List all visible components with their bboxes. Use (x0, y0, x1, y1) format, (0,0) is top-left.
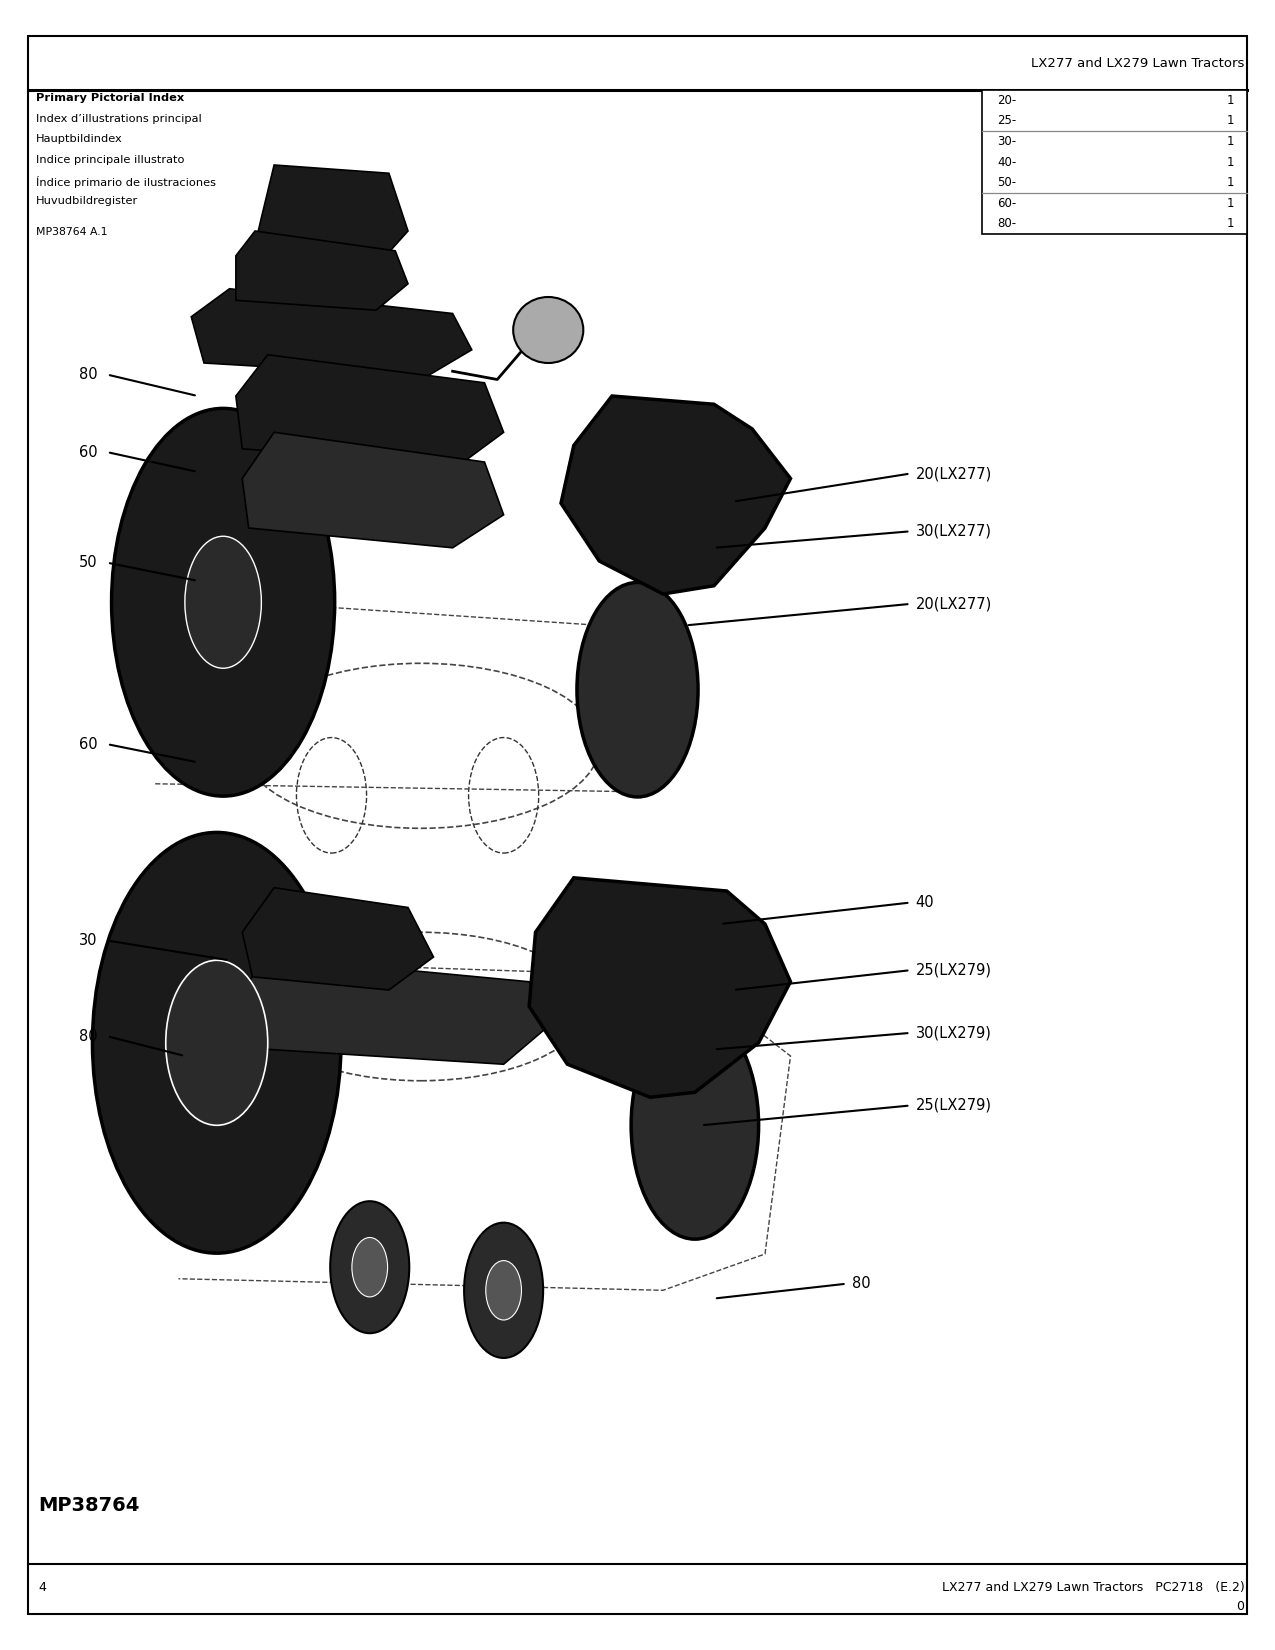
Text: 60: 60 (79, 736, 98, 752)
Ellipse shape (352, 1238, 388, 1297)
Ellipse shape (185, 536, 261, 668)
Ellipse shape (486, 1261, 521, 1320)
Text: 30(LX277): 30(LX277) (915, 523, 992, 540)
Ellipse shape (464, 1223, 543, 1358)
Text: 60-: 60- (997, 196, 1016, 210)
Text: 50: 50 (79, 554, 98, 571)
Ellipse shape (631, 1011, 759, 1239)
Text: 25-: 25- (997, 114, 1016, 127)
Text: LX277 and LX279 Lawn Tractors: LX277 and LX279 Lawn Tractors (1031, 58, 1244, 69)
Polygon shape (236, 355, 504, 465)
Text: 1: 1 (1227, 94, 1234, 107)
Text: 1: 1 (1227, 196, 1234, 210)
Text: 60: 60 (79, 444, 98, 460)
Text: 40: 40 (915, 894, 935, 911)
Text: Hauptbildindex: Hauptbildindex (36, 135, 122, 145)
Text: MP38764: MP38764 (38, 1495, 140, 1515)
Polygon shape (236, 231, 408, 310)
Bar (982, 89, 1247, 234)
Text: Huvudbildregister: Huvudbildregister (36, 196, 138, 206)
Text: 80: 80 (79, 366, 98, 383)
Text: 1: 1 (1227, 155, 1234, 168)
Polygon shape (242, 888, 434, 990)
Text: 20(LX277): 20(LX277) (915, 465, 992, 482)
Text: 1: 1 (1227, 135, 1234, 148)
Polygon shape (561, 396, 790, 594)
Text: 80-: 80- (997, 218, 1016, 231)
Ellipse shape (330, 1201, 409, 1333)
Text: 25(LX279): 25(LX279) (915, 1097, 992, 1114)
Text: 1: 1 (1227, 114, 1234, 127)
Ellipse shape (93, 832, 342, 1254)
Ellipse shape (576, 582, 699, 797)
Text: Índice primario de ilustraciones: Índice primario de ilustraciones (36, 177, 215, 188)
Text: 1: 1 (1227, 218, 1234, 231)
Polygon shape (249, 165, 408, 280)
Text: 20(LX277): 20(LX277) (915, 596, 992, 612)
Text: 80: 80 (79, 1028, 98, 1044)
Text: 30-: 30- (997, 135, 1016, 148)
Text: Indice principale illustrato: Indice principale illustrato (36, 155, 184, 165)
Text: 40-: 40- (997, 155, 1016, 168)
Text: Primary Pictorial Index: Primary Pictorial Index (36, 92, 184, 104)
Text: 50-: 50- (997, 177, 1016, 190)
Text: MP38764 A.1: MP38764 A.1 (36, 226, 107, 238)
Text: 25(LX279): 25(LX279) (915, 962, 992, 978)
Polygon shape (529, 878, 790, 1097)
Text: 0: 0 (1237, 1600, 1244, 1614)
Ellipse shape (513, 297, 583, 363)
Ellipse shape (112, 409, 334, 797)
Polygon shape (236, 957, 548, 1064)
Text: 1: 1 (1227, 177, 1234, 190)
Polygon shape (191, 289, 472, 376)
Text: Index d’illustrations principal: Index d’illustrations principal (36, 114, 201, 124)
Ellipse shape (166, 960, 268, 1125)
Text: LX277 and LX279 Lawn Tractors   PC2718   (E.2): LX277 and LX279 Lawn Tractors PC2718 (E.… (942, 1581, 1244, 1594)
Text: 4: 4 (38, 1581, 46, 1594)
Text: 30(LX279): 30(LX279) (915, 1025, 992, 1041)
Text: 20-: 20- (997, 94, 1016, 107)
Polygon shape (242, 432, 504, 548)
Text: 30: 30 (79, 932, 98, 949)
Text: 80: 80 (852, 1275, 871, 1292)
